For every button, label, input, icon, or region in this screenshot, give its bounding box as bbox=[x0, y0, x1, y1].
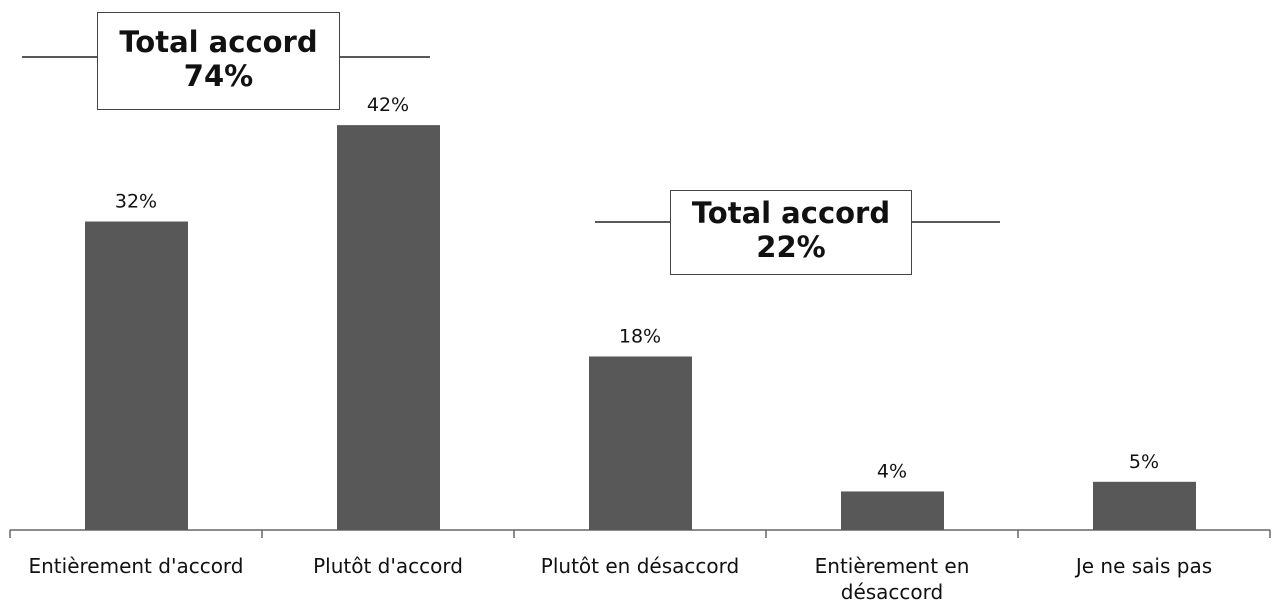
bar bbox=[589, 356, 692, 530]
annotation-text: Total accord bbox=[98, 25, 339, 59]
annotation-text: 22% bbox=[671, 230, 911, 264]
bar bbox=[337, 125, 440, 530]
annotation-box: Total accord 22% bbox=[670, 190, 912, 275]
bar bbox=[1093, 482, 1196, 530]
bar bbox=[85, 222, 188, 530]
x-tick-label: Entièrement d'accord bbox=[21, 553, 251, 579]
value-label: 18% bbox=[619, 325, 661, 347]
annotation-box: Total accord 74% bbox=[97, 12, 340, 110]
value-label: 42% bbox=[367, 94, 409, 116]
bar bbox=[841, 491, 944, 530]
chart: 32% 42% 18% 4% 5% Total accord 74% Total acc… bbox=[0, 0, 1278, 606]
value-label: 32% bbox=[115, 191, 157, 213]
x-tick-label: Entièrement en désaccord bbox=[777, 553, 1007, 605]
x-tick-label: Plutôt d'accord bbox=[273, 553, 503, 579]
x-tick-label: Plutôt en désaccord bbox=[525, 553, 755, 579]
x-tick-label: Je ne sais pas bbox=[1029, 553, 1259, 579]
annotation-text: 74% bbox=[98, 59, 339, 93]
annotation-text: Total accord bbox=[671, 196, 911, 230]
value-label: 5% bbox=[1129, 451, 1159, 473]
value-label: 4% bbox=[877, 460, 907, 482]
